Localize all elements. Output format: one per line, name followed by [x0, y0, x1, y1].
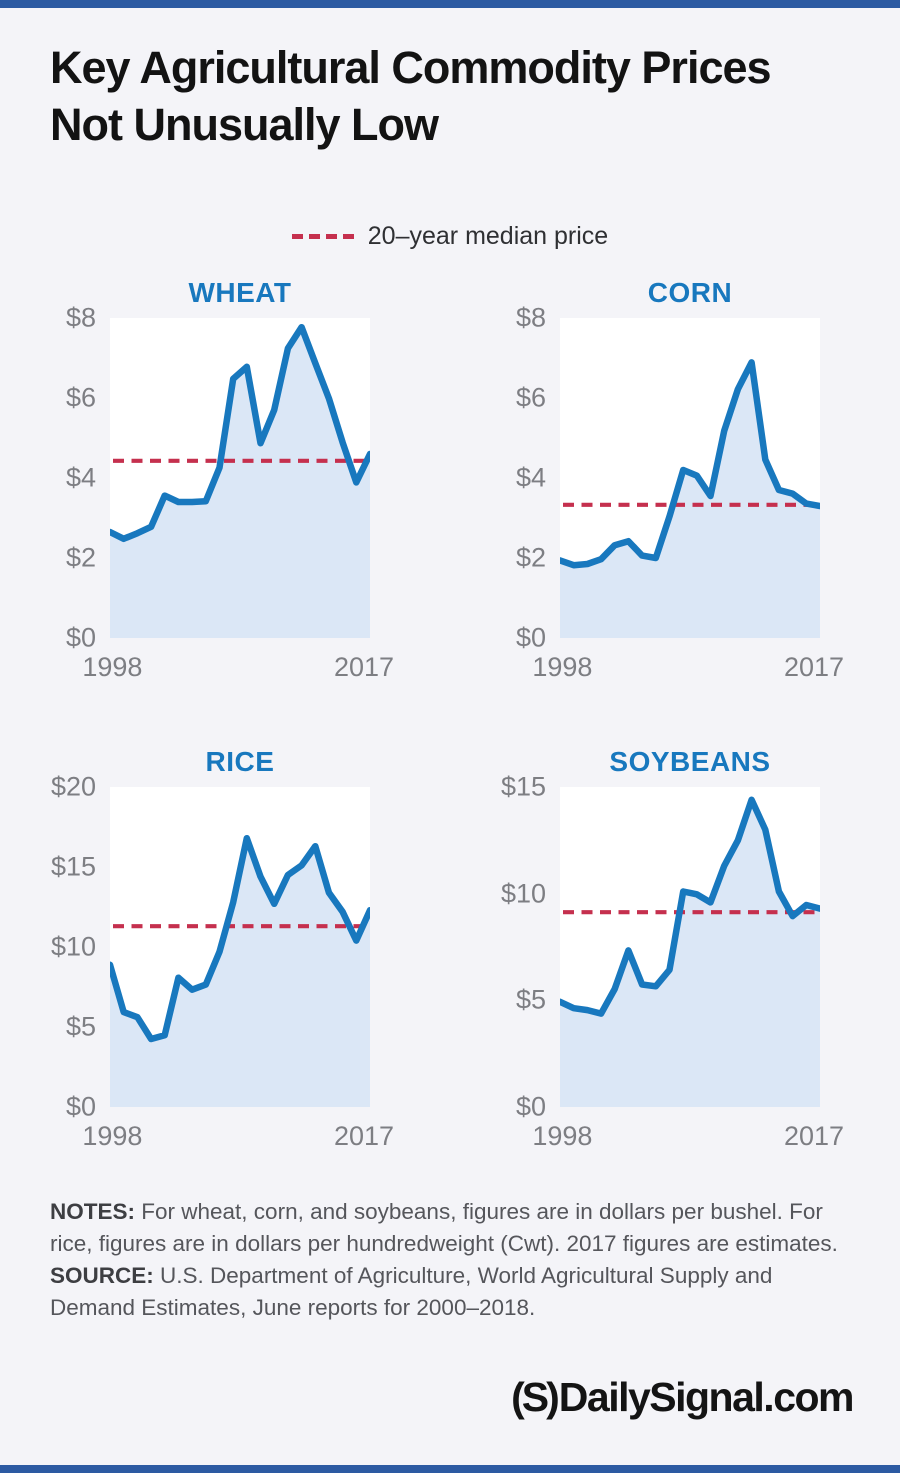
- y-tick-label: $8: [515, 302, 546, 333]
- y-tick-label: $2: [65, 542, 96, 573]
- y-tick-label: $0: [515, 1091, 546, 1122]
- notes-label: NOTES:: [50, 1199, 136, 1224]
- x-tick-first: 1998: [82, 1121, 143, 1151]
- area-fill: [110, 327, 370, 638]
- logo-wordmark: DailySignal.com: [558, 1374, 855, 1420]
- y-tick-label: $0: [65, 622, 96, 653]
- x-tick-first: 1998: [532, 1121, 593, 1151]
- price-line: [560, 359, 820, 569]
- area-fill: [560, 362, 820, 638]
- plot-area: [560, 787, 820, 1107]
- chart-title-wheat: WHEAT: [188, 277, 292, 308]
- x-tick-last: 2017: [333, 652, 395, 682]
- x-tick-first: 1998: [532, 652, 593, 682]
- page-title-line-1: Key Agricultural Commodity Prices: [50, 42, 772, 93]
- y-tick-label: $10: [50, 931, 96, 962]
- y-tick-label: $8: [65, 302, 96, 333]
- y-axis-labels: $15 $10 $5 $0: [450, 772, 546, 1122]
- page-title-line-2: Not Unusually Low: [50, 98, 439, 150]
- y-axis-labels: $8 $6 $4 $2 $0: [0, 303, 96, 653]
- y-axis-labels: $20 $15 $10 $5 $0: [0, 772, 96, 1122]
- top-accent-bar: [0, 0, 900, 8]
- x-tick-last: 2017: [783, 652, 845, 682]
- y-tick-label: $5: [65, 1011, 96, 1042]
- logo-s-mark-icon: (S): [511, 1374, 560, 1420]
- notes-and-source: NOTES: For wheat, corn, and soybeans, fi…: [50, 1196, 862, 1324]
- y-tick-label: $20: [50, 771, 96, 802]
- daily-signal-logo: (S)DailySignal.com: [511, 1374, 855, 1421]
- chart-soybeans: SOYBEANS $15 $10 $5 $0 1998 2017: [450, 739, 900, 1179]
- median-price-legend: 20–year median price: [0, 222, 900, 251]
- x-axis-labels: 1998 2017: [532, 1121, 844, 1155]
- y-tick-label: $0: [65, 1091, 96, 1122]
- area-fill: [560, 799, 820, 1107]
- x-tick-first: 1998: [82, 652, 143, 682]
- plot-area: [110, 318, 370, 638]
- chart-title-corn: CORN: [647, 277, 733, 308]
- y-tick-label: $15: [500, 771, 546, 802]
- price-line: [110, 323, 370, 543]
- x-axis-labels: 1998 2017: [82, 1121, 394, 1155]
- legend-label: 20–year median price: [367, 222, 609, 250]
- source-label: SOURCE:: [50, 1263, 154, 1288]
- price-line: [110, 834, 370, 1043]
- x-axis-labels: 1998 2017: [82, 652, 394, 686]
- y-tick-label: $15: [50, 851, 96, 882]
- price-line: [560, 796, 820, 1017]
- y-tick-label: $0: [515, 622, 546, 653]
- plot-area: [110, 787, 370, 1107]
- area-fill: [110, 838, 370, 1107]
- chart-wheat: WHEAT $8 $6 $4 $2 $0 1998 2017: [0, 270, 450, 710]
- y-tick-label: $4: [65, 462, 96, 493]
- y-tick-label: $2: [515, 542, 546, 573]
- y-tick-label: $5: [515, 984, 546, 1015]
- y-tick-label: $4: [515, 462, 546, 493]
- y-tick-label: $6: [515, 382, 546, 413]
- x-axis-labels: 1998 2017: [532, 652, 844, 686]
- bottom-accent-bar: [0, 1465, 900, 1473]
- plot-area: [560, 318, 820, 638]
- y-axis-labels: $8 $6 $4 $2 $0: [450, 303, 546, 653]
- chart-corn: CORN $8 $6 $4 $2 $0 1998 2017: [450, 270, 900, 710]
- source-text: U.S. Department of Agriculture, World Ag…: [50, 1263, 773, 1320]
- x-tick-last: 2017: [783, 1121, 845, 1151]
- chart-rice: RICE $20 $15 $10 $5 $0 1998 2017: [0, 739, 450, 1179]
- y-tick-label: $10: [500, 878, 546, 909]
- notes-text: For wheat, corn, and soybeans, figures a…: [50, 1199, 838, 1256]
- y-tick-label: $6: [65, 382, 96, 413]
- chart-title-soybeans: SOYBEANS: [609, 746, 771, 777]
- page-title: Key Agricultural Commodity Prices Not Unu…: [50, 40, 870, 153]
- x-tick-last: 2017: [333, 1121, 395, 1151]
- chart-title-rice: RICE: [205, 746, 275, 777]
- dashed-line-swatch-icon: [291, 234, 354, 239]
